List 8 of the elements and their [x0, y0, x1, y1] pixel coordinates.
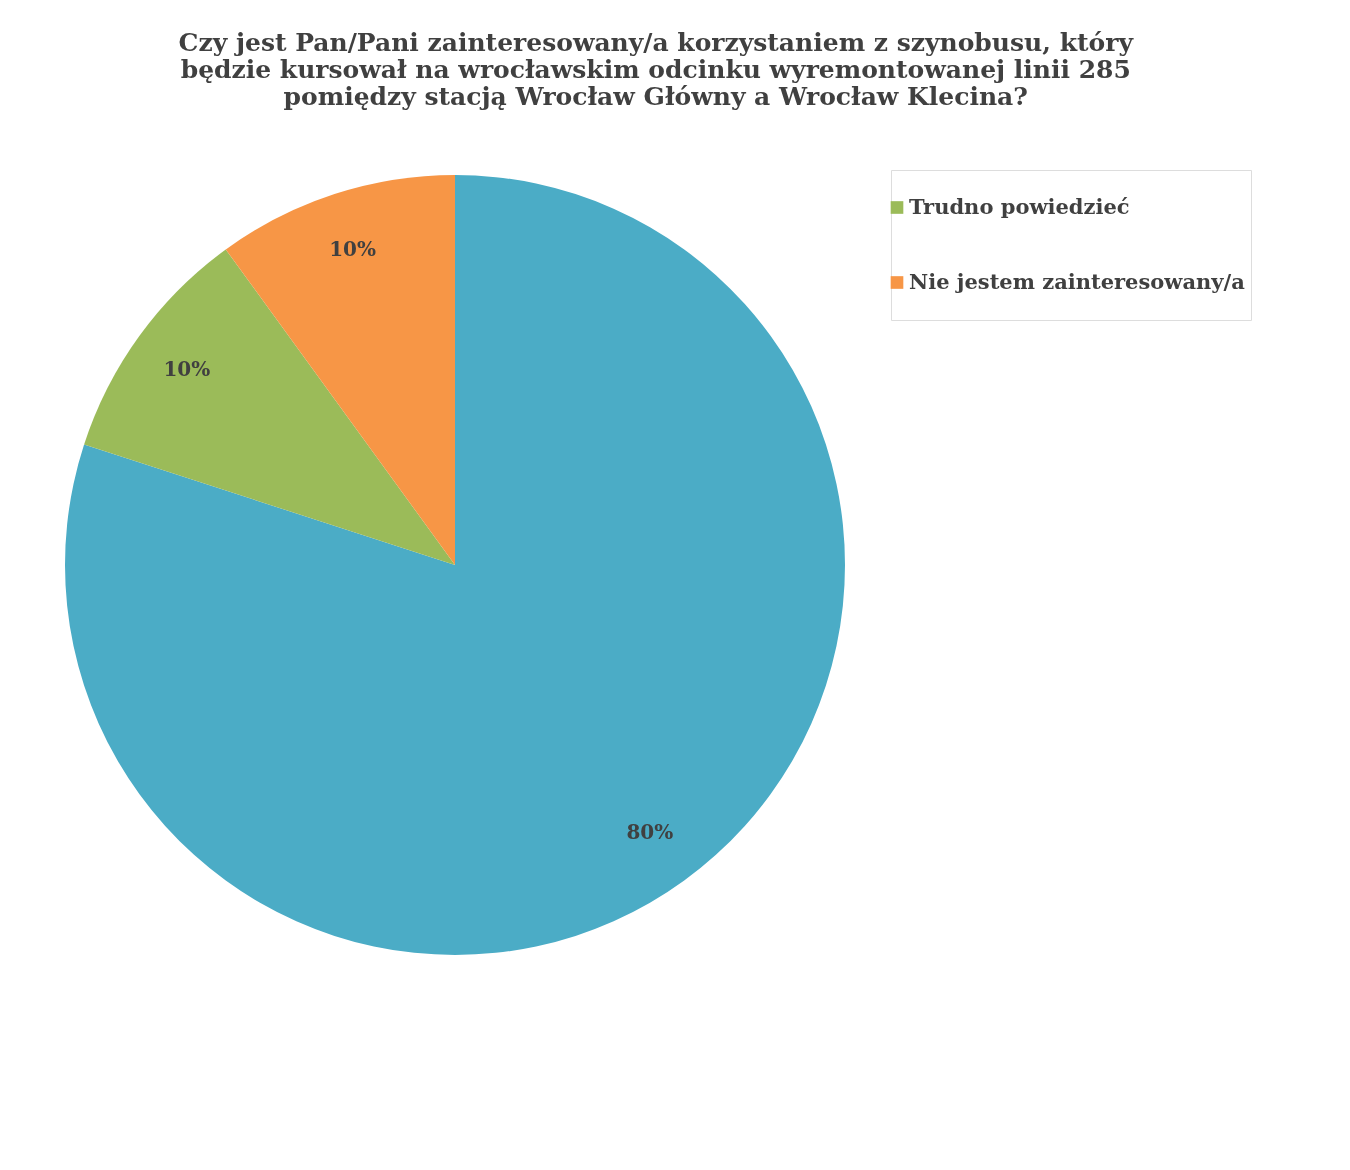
legend-label: Nie jestem zainteresowany/a: [909, 268, 1246, 294]
pie-slice: [65, 175, 845, 955]
pie-slice: [225, 175, 455, 565]
data-label: 10%: [329, 236, 376, 261]
chart-title: Czy jest Pan/Pani zainteresowany/a korzystaniem z szynobusu, który będzie kursował na wrocławskim odcinku wyremontowanej linii 285 pomiędzy stacją Wrocław Główny a Wrocław Klecina?: [178, 27, 1135, 111]
data-label: 80%: [626, 820, 674, 845]
legend-label: Trudno powiedzieć: [909, 193, 1130, 219]
data-label: 10%: [163, 357, 211, 382]
